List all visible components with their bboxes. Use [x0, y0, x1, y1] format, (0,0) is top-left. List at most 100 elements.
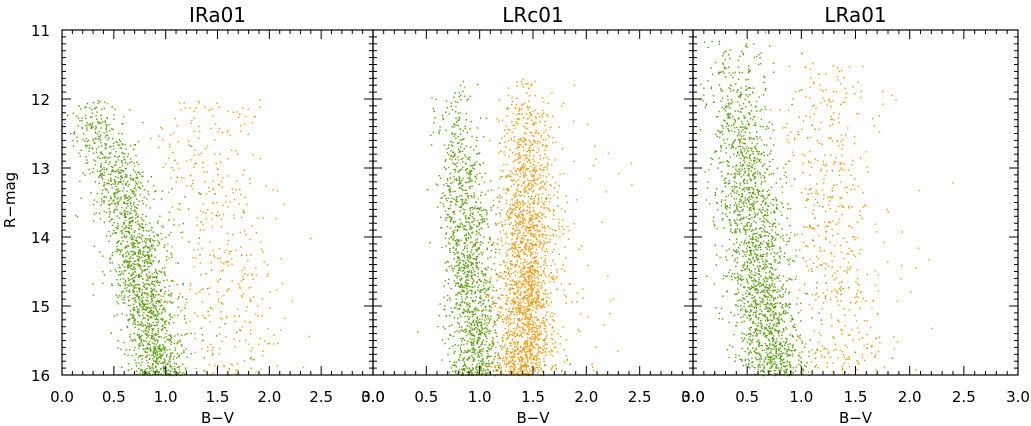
data-point [482, 314, 484, 316]
data-point [459, 195, 461, 197]
data-point [482, 309, 485, 311]
data-point [142, 372, 144, 374]
data-point [475, 259, 477, 261]
data-point [81, 117, 83, 119]
data-point [478, 291, 481, 293]
data-point [134, 294, 136, 296]
data-point [125, 162, 127, 164]
data-point [168, 339, 171, 341]
data-point [471, 283, 474, 285]
data-point [469, 241, 472, 244]
data-point [446, 152, 449, 154]
data-point [119, 140, 122, 142]
data-point [488, 288, 490, 291]
data-point [220, 302, 223, 304]
data-point [487, 315, 489, 317]
data-point [453, 236, 455, 238]
data-point [125, 261, 127, 263]
data-point [153, 305, 155, 307]
data-point [438, 314, 441, 317]
data-point [514, 283, 517, 286]
data-point [259, 158, 262, 160]
data-point [532, 163, 535, 166]
data-point [461, 270, 463, 272]
data-point [125, 219, 127, 222]
data-point [466, 292, 468, 294]
data-point [460, 198, 462, 201]
data-point [530, 84, 532, 87]
data-point [487, 299, 490, 301]
data-point [482, 220, 484, 222]
data-point [517, 341, 520, 343]
data-point [462, 263, 464, 265]
data-point [468, 356, 471, 358]
data-point [535, 193, 537, 196]
data-point [117, 156, 119, 158]
data-point [212, 115, 214, 117]
data-point [530, 315, 532, 317]
data-point [117, 225, 119, 227]
data-point [113, 118, 115, 120]
data-point [453, 198, 455, 200]
data-point [463, 154, 466, 156]
data-point [135, 173, 138, 176]
data-point [221, 186, 223, 188]
data-point [143, 312, 145, 314]
data-point [126, 155, 129, 158]
data-point [530, 198, 532, 200]
data-point [140, 297, 142, 299]
data-point [461, 339, 463, 342]
data-point [516, 287, 518, 289]
data-point [455, 196, 457, 198]
y-tick-label: 13 [31, 160, 50, 178]
data-point [517, 265, 520, 267]
data-point [231, 263, 233, 266]
data-point [484, 314, 487, 317]
data-point [229, 134, 231, 137]
data-point [125, 225, 127, 227]
data-point [530, 373, 532, 375]
data-point [123, 296, 125, 299]
data-point [530, 265, 532, 268]
data-point [470, 226, 472, 228]
data-point [120, 329, 122, 331]
data-point [505, 199, 508, 201]
data-point [144, 333, 146, 335]
data-point [533, 257, 536, 259]
data-point [472, 320, 474, 322]
data-point [114, 232, 116, 234]
data-point [138, 288, 140, 290]
data-point [517, 146, 519, 148]
data-point [276, 190, 279, 192]
data-point [511, 103, 513, 106]
data-point [535, 359, 537, 361]
data-point [459, 181, 461, 184]
data-point [527, 232, 529, 234]
data-point [528, 210, 531, 212]
data-point [473, 323, 476, 325]
data-point [450, 155, 452, 158]
data-point [471, 354, 473, 357]
data-point [479, 289, 482, 291]
data-point [465, 328, 467, 330]
data-point [513, 317, 516, 320]
data-point [526, 306, 528, 308]
data-point [141, 369, 143, 372]
data-point [532, 158, 534, 160]
data-point [103, 274, 106, 276]
data-point [102, 271, 104, 273]
data-point [134, 209, 136, 211]
data-point [152, 312, 154, 314]
data-point [129, 282, 131, 284]
data-point [460, 180, 463, 182]
data-point [514, 354, 516, 356]
data-point [449, 201, 452, 203]
data-point [526, 122, 529, 124]
data-point [548, 351, 550, 353]
data-point [480, 227, 482, 229]
data-point [466, 172, 468, 174]
data-point [523, 137, 525, 139]
data-point [162, 353, 164, 355]
data-point [462, 373, 464, 375]
data-point [247, 287, 250, 289]
